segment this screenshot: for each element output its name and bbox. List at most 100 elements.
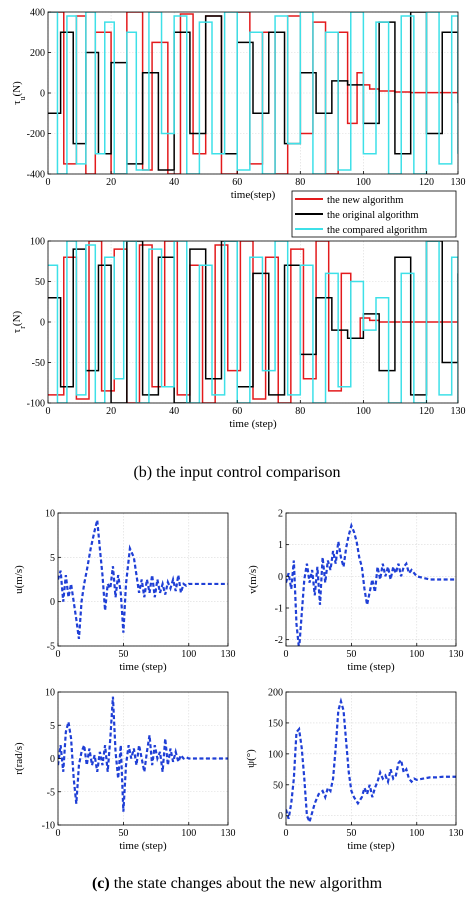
- x-tick-label-tau_u: 40: [169, 177, 179, 188]
- x-tick-label-r: 130: [221, 828, 236, 839]
- y-tick-label-tau_r: 0: [40, 318, 45, 329]
- x-tick-label-r: 50: [118, 828, 128, 839]
- y-tick-label-u: 5: [50, 553, 55, 564]
- chart-tau_u: 0 20 40 60 80 100 120 130 -400 -200 0 200 400 time(st…: [11, 8, 466, 202]
- y-axis-label-psi: ψ(°): [245, 749, 257, 768]
- y-tick-label-tau_r: -100: [27, 399, 45, 410]
- y-tick-label-r: -10: [42, 821, 55, 832]
- chart-v: 0 50 100 130 -2 -1 0 1 2 time (step) v(m/s): [247, 509, 464, 674]
- chart-tau_r: 0 20 40 60 80 100 120 130 -100 -50 0 50 100 time (ste…: [11, 237, 466, 431]
- series-group-tau_u: [48, 12, 458, 174]
- legend-label-new: the new algorithm: [327, 195, 403, 206]
- x-tick-label-v: 0: [284, 649, 289, 660]
- x-tick-label-tau_u: 130: [451, 177, 466, 188]
- x-tick-label-tau_r: 80: [295, 406, 305, 417]
- x-axis-label-tau_r: time (step): [229, 418, 277, 430]
- y-tick-label-tau_r: 50: [35, 277, 45, 288]
- y-tick-label-r: 5: [50, 721, 55, 732]
- plot-area-u: [58, 513, 228, 646]
- x-tick-label-psi: 100: [409, 828, 424, 839]
- y-tick-label-r: 0: [50, 754, 55, 765]
- y-tick-label-v: 1: [278, 540, 283, 551]
- x-tick-label-u: 0: [56, 649, 61, 660]
- y-axis-label-u: u(m/s): [13, 565, 25, 594]
- y-tick-label-v: -1: [275, 604, 283, 615]
- x-tick-label-tau_u: 60: [232, 177, 242, 188]
- x-axis-label-u: time (step): [119, 661, 167, 673]
- x-tick-label-tau_r: 40: [169, 406, 179, 417]
- series-group-u: [58, 519, 228, 640]
- y-axis-label-symbol: τ: [11, 100, 23, 105]
- y-tick-label-psi: 50: [273, 780, 283, 791]
- series-line-v-0: [286, 522, 456, 646]
- x-tick-label-tau_r: 130: [451, 406, 466, 417]
- x-tick-label-r: 0: [56, 828, 61, 839]
- legend-label-original: the original algorithm: [327, 210, 419, 221]
- y-tick-label-r: 10: [45, 688, 55, 699]
- series-line-tau_r-1: [48, 241, 458, 403]
- legend-label-compared: the compared algorithm: [327, 225, 427, 236]
- x-tick-label-u: 50: [118, 649, 128, 660]
- x-tick-label-tau_r: 0: [46, 406, 51, 417]
- series-line-tau_u-1: [48, 12, 458, 171]
- y-tick-label-tau_u: -400: [27, 170, 45, 181]
- y-tick-label-u: 10: [45, 509, 55, 520]
- y-tick-label-tau_u: 0: [40, 89, 45, 100]
- y-tick-label-v: 0: [278, 572, 283, 583]
- series-line-u-0: [58, 519, 228, 640]
- x-axis-label-tau_u: time(step): [231, 189, 276, 201]
- x-tick-label-tau_r: 20: [106, 406, 116, 417]
- x-axis-label-r: time (step): [119, 840, 167, 852]
- y-axis-label-subscript: r: [18, 326, 27, 329]
- y-tick-label-tau_u: -200: [27, 129, 45, 140]
- series-group-tau_r: [48, 241, 458, 403]
- series-group-v: [286, 522, 456, 646]
- caption-c-text: the state changes about the new algorith…: [110, 875, 383, 892]
- caption-b: (b) the input control comparison: [133, 464, 340, 481]
- x-tick-label-tau_u: 80: [295, 177, 305, 188]
- series-line-tau_u-0: [48, 12, 458, 174]
- axes-frame-v: [285, 512, 457, 647]
- x-tick-label-tau_u: 0: [46, 177, 51, 188]
- x-axis-label-v: time (step): [347, 661, 395, 673]
- x-tick-label-v: 100: [409, 649, 424, 660]
- x-tick-label-psi: 0: [284, 828, 289, 839]
- x-tick-label-tau_r: 60: [232, 406, 242, 417]
- plot-area-v: [286, 513, 456, 646]
- series-line-r-0: [58, 696, 228, 812]
- x-tick-label-tau_r: 100: [356, 406, 371, 417]
- x-tick-label-v: 50: [346, 649, 356, 660]
- series-group-r: [58, 696, 228, 812]
- y-tick-label-v: -2: [275, 635, 283, 646]
- series-line-tau_u-2: [48, 12, 458, 174]
- x-tick-label-v: 130: [449, 649, 464, 660]
- y-tick-label-u: 0: [50, 597, 55, 608]
- y-tick-label-tau_r: 100: [30, 237, 45, 248]
- y-axis-label-tau_u: τu(N): [11, 81, 27, 105]
- x-tick-label-tau_u: 120: [419, 177, 434, 188]
- axes-frame-u: [57, 512, 229, 647]
- y-axis-label-unit: (N): [11, 310, 23, 326]
- y-tick-label-psi: 200: [268, 688, 283, 699]
- x-tick-label-u: 130: [221, 649, 236, 660]
- x-tick-label-psi: 50: [346, 828, 356, 839]
- y-axis-label-symbol: τ: [11, 328, 23, 333]
- y-tick-label-u: -5: [47, 642, 55, 653]
- series-group-psi: [286, 697, 456, 825]
- y-tick-label-r: -5: [47, 787, 55, 798]
- y-axis-label-r: r(rad/s): [13, 742, 25, 775]
- x-tick-label-psi: 130: [449, 828, 464, 839]
- y-tick-label-tau_u: 400: [30, 8, 45, 19]
- x-tick-label-tau_u: 20: [106, 177, 116, 188]
- y-tick-label-psi: 100: [268, 749, 283, 760]
- y-tick-label-tau_r: -50: [32, 358, 45, 369]
- y-axis-label-v: v(m/s): [247, 565, 259, 594]
- series-line-psi-0: [286, 697, 456, 825]
- plot-area-psi: [286, 692, 456, 825]
- x-tick-label-tau_r: 120: [419, 406, 434, 417]
- caption-c-label: (c): [92, 875, 110, 892]
- y-tick-label-tau_u: 200: [30, 48, 45, 59]
- y-axis-label-tau_r: τr(N): [11, 310, 27, 333]
